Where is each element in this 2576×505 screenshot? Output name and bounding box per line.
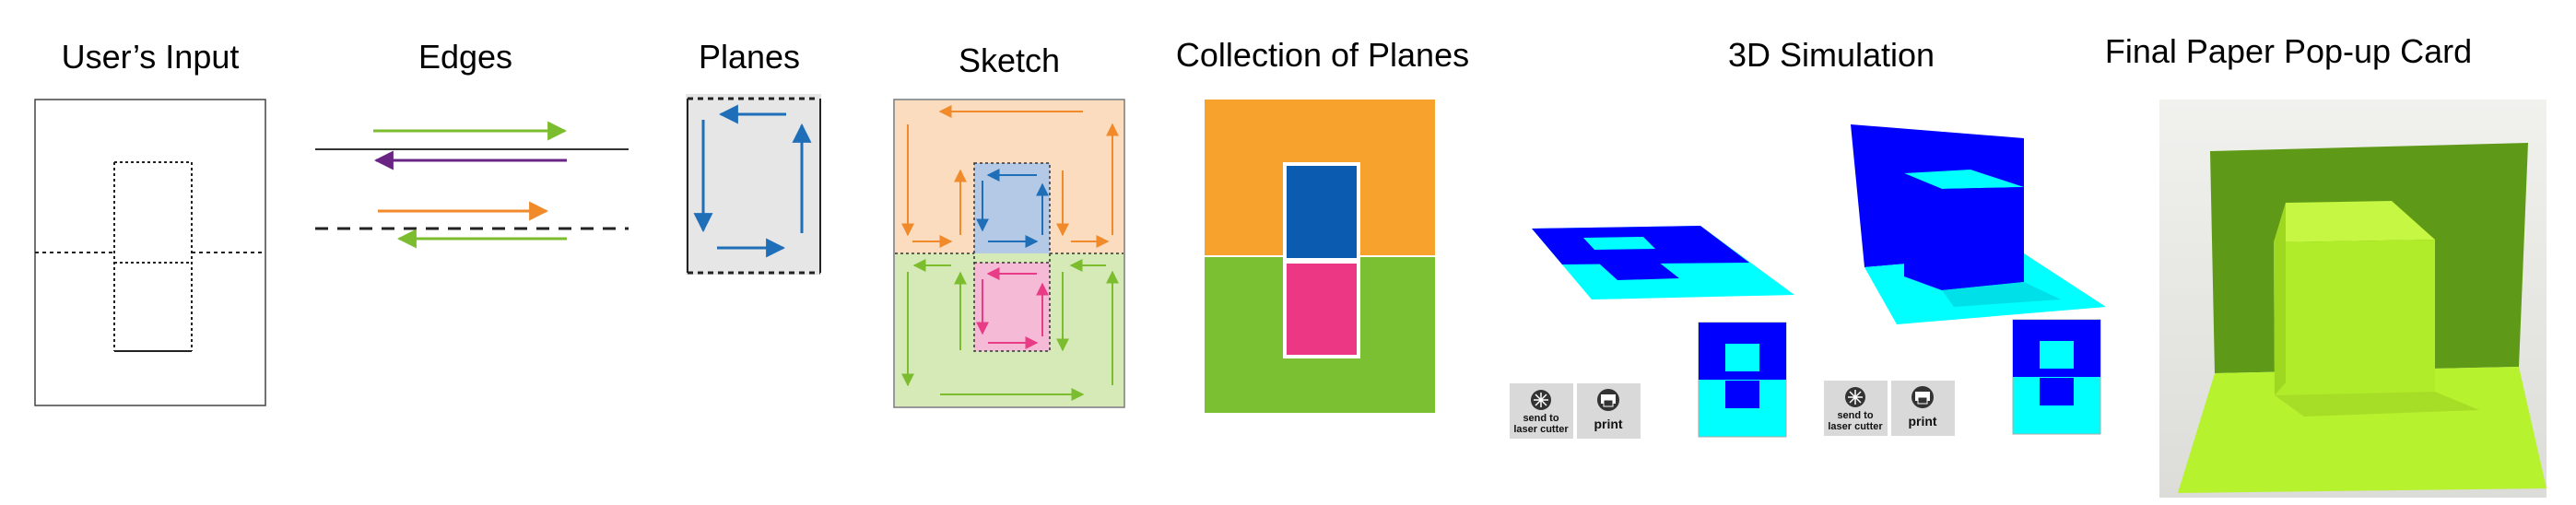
send-to-laser-cutter-button[interactable]: send to laser cutter (1510, 383, 1573, 439)
title-planes: Planes (699, 38, 800, 76)
card-cube-top (2274, 201, 2435, 242)
print-button-2[interactable]: print (1891, 381, 1955, 436)
card-cube-side-shade (2274, 203, 2286, 395)
pattern-preview-popup (2012, 319, 2101, 435)
users-input-panel (34, 99, 266, 406)
sim-popup-cube-shadow (1942, 282, 2061, 307)
send-to-laser-cutter-button-2[interactable]: send to laser cutter (1824, 381, 1888, 436)
laser-button-2-label-line1: send to (1837, 410, 1873, 421)
edges-panel (315, 121, 629, 249)
sim-flat-center-top (1583, 237, 1655, 250)
card-base-panel (2178, 367, 2547, 493)
title-final-popup-card: Final Paper Pop-up Card (2105, 32, 2472, 70)
planes-panel (686, 94, 821, 275)
collection-blue-plane (1283, 162, 1360, 262)
sketch-panel (893, 99, 1125, 408)
simulation-popup-view (1851, 124, 2106, 324)
collection-pink-plane (1283, 260, 1360, 358)
sketch-box-outline (973, 162, 1051, 352)
sim-popup-cube-top (1904, 170, 2024, 189)
sketch-blue-region (974, 163, 1050, 253)
card-cube-front (2274, 240, 2435, 395)
print-button-2-label: print (1908, 414, 1936, 429)
card-cube-shadow (2275, 392, 2479, 417)
title-sketch: Sketch (959, 41, 1060, 79)
sim-popup-cube-left (1904, 173, 1942, 290)
laser-button-2-label-line2: laser cutter (1828, 421, 1883, 432)
pattern-preview-flat (1698, 322, 1787, 438)
title-3d-simulation: 3D Simulation (1728, 36, 1935, 74)
collection-of-planes-panel (1205, 100, 1435, 413)
sketch-pink-region (974, 263, 1050, 351)
laser-button-label-line1: send to (1523, 413, 1559, 424)
print-button-label: print (1594, 417, 1622, 431)
title-collection-of-planes: Collection of Planes (1176, 36, 1469, 74)
sim-flat-center-bottom (1598, 262, 1679, 280)
simulation-flat-view (1532, 226, 1794, 299)
print-button[interactable]: print (1577, 383, 1641, 439)
title-edges: Edges (418, 38, 512, 76)
final-popup-card-photo (2159, 100, 2547, 498)
sim-popup-cube-front (1942, 187, 2024, 290)
title-users-input: User’s Input (62, 38, 240, 76)
laser-button-label-line2: laser cutter (1513, 424, 1569, 435)
